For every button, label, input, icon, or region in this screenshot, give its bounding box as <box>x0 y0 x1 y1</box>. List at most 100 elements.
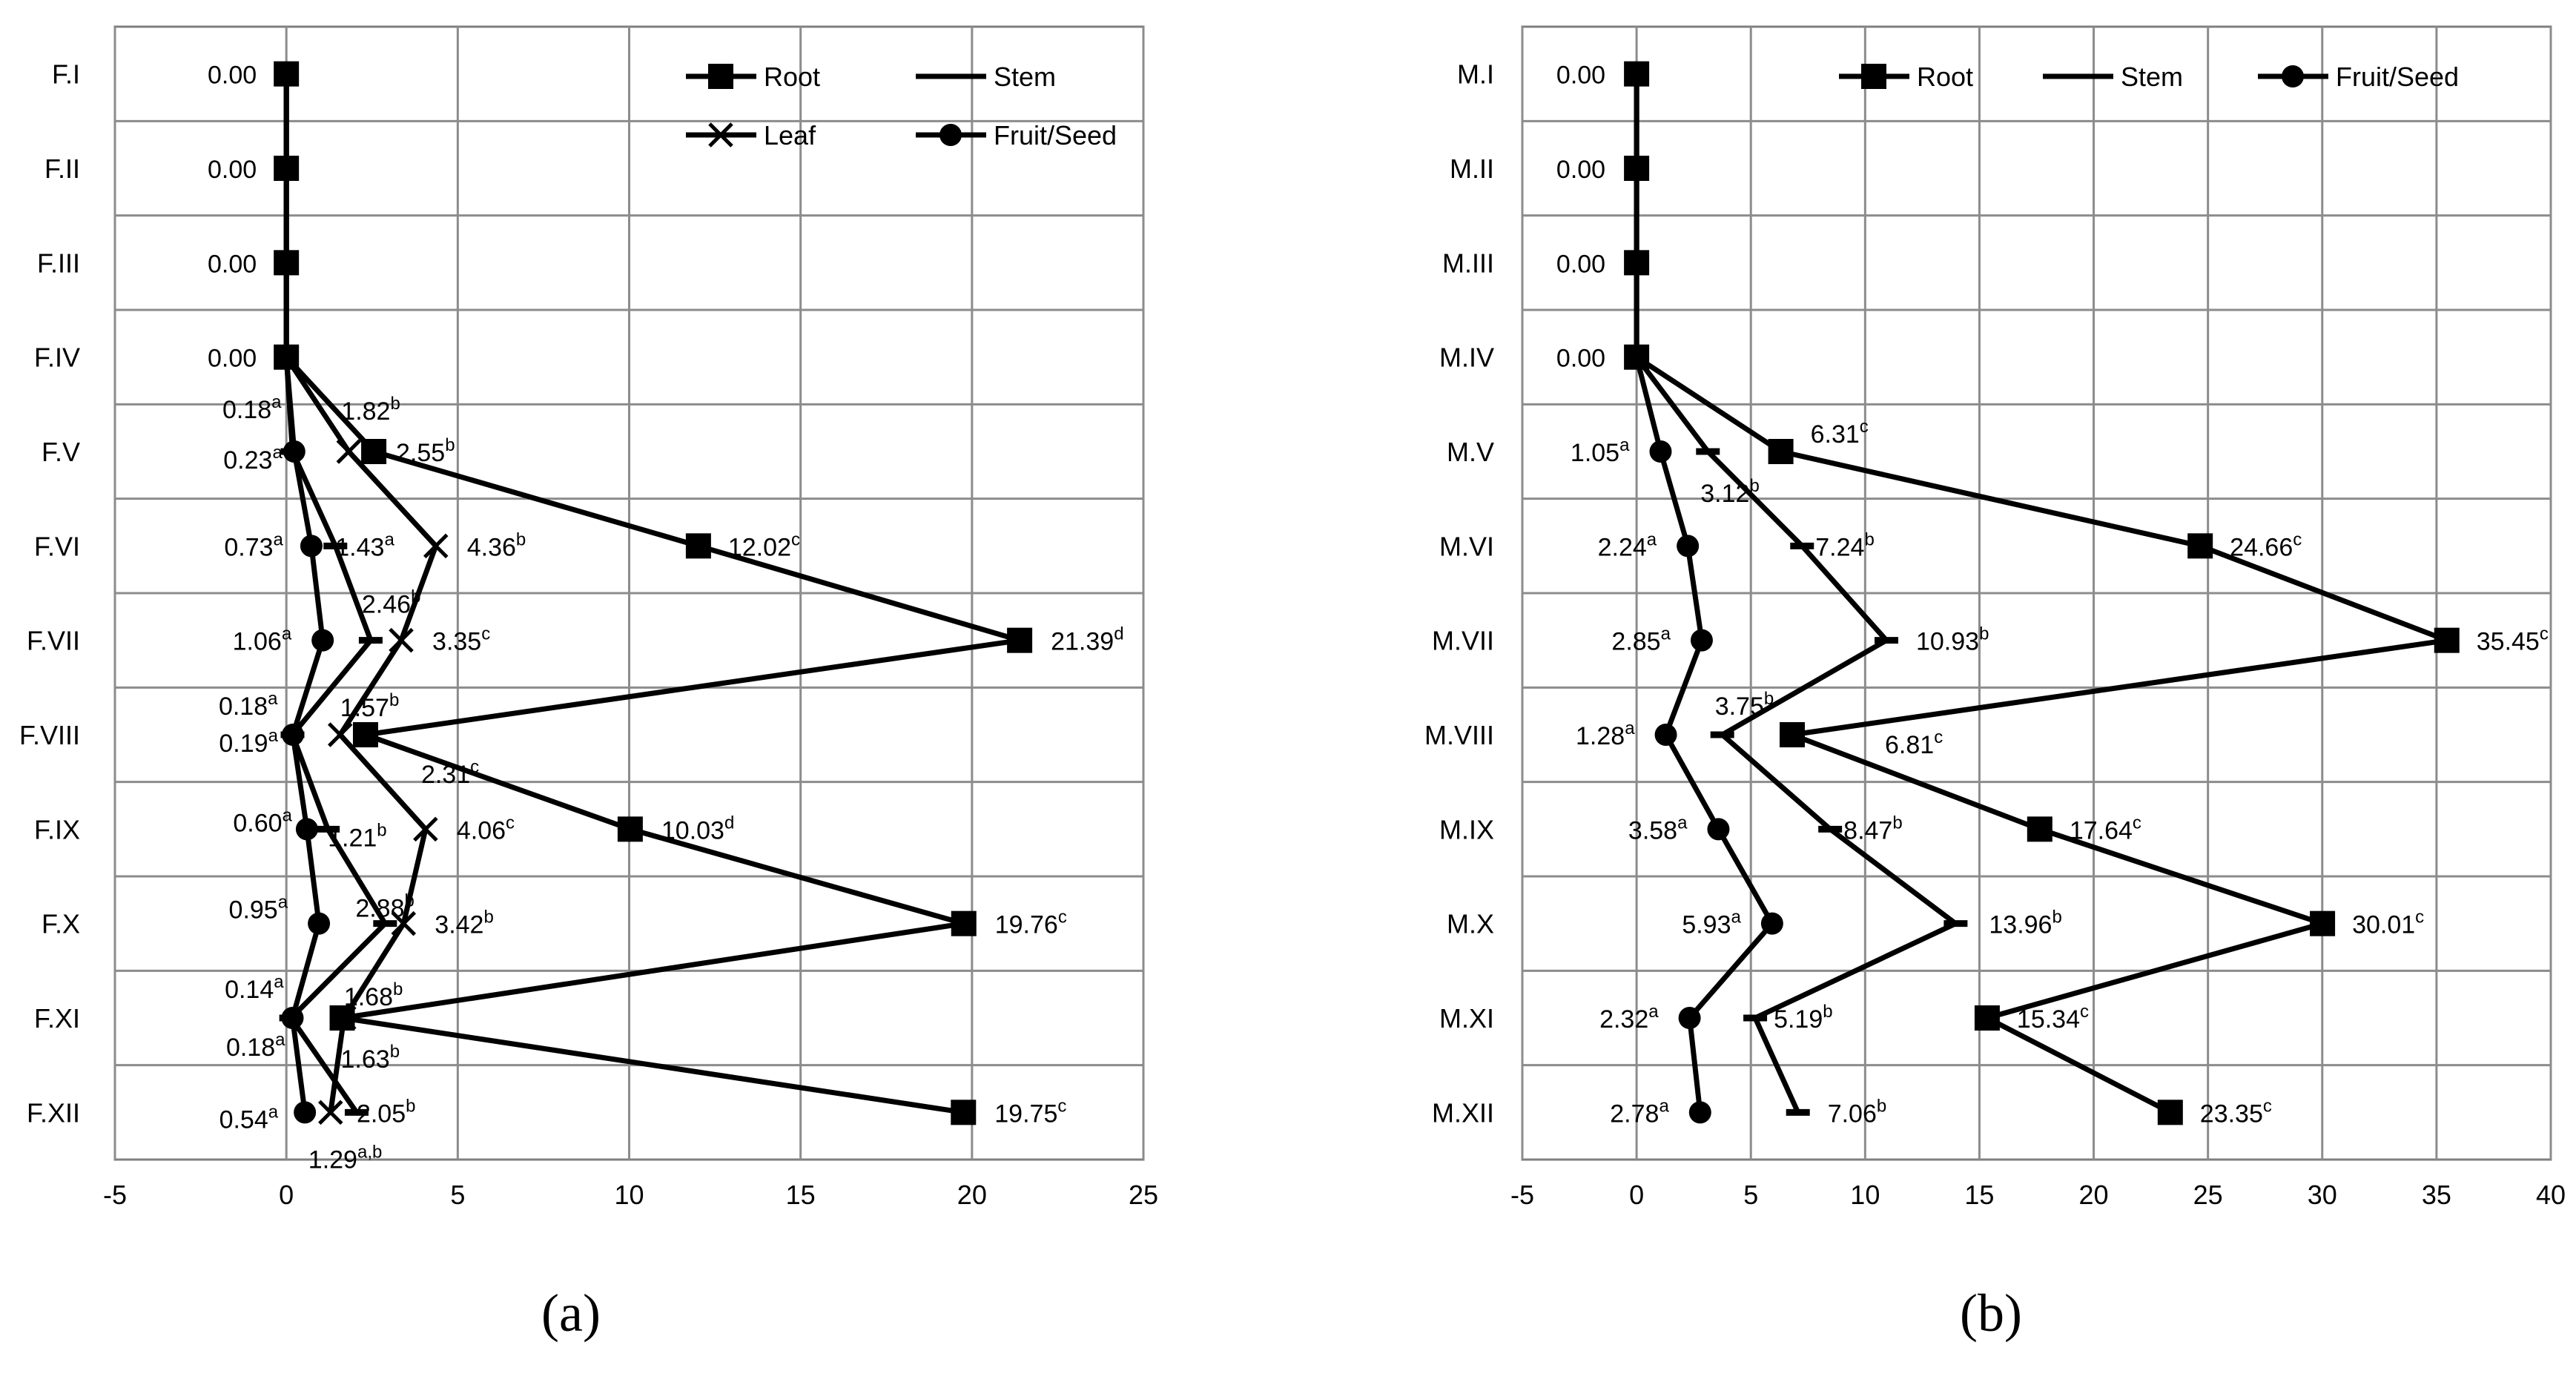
data-point-root <box>361 439 387 464</box>
data-label: 0.00 <box>208 156 257 184</box>
legend-item-root: Root <box>1839 62 1973 92</box>
legend-item-stem: Stem <box>916 62 1056 92</box>
data-label: 0.00 <box>1556 250 1605 278</box>
data-label: 0.73a <box>224 529 283 561</box>
category-label-m-v: M.V <box>1447 437 1494 467</box>
category-label-m-x: M.X <box>1447 909 1494 939</box>
category-label-f-v: F.V <box>42 437 80 467</box>
category-label-m-xi: M.XI <box>1439 1003 1494 1034</box>
data-point-fruit-seed <box>294 1101 317 1124</box>
legend-item-leaf: Leaf <box>686 120 816 151</box>
data-label: 1.57b <box>340 690 400 722</box>
data-label: 1.29a,b <box>308 1142 383 1174</box>
data-label: 13.96b <box>1989 907 2061 939</box>
category-label-m-vi: M.VI <box>1439 531 1494 561</box>
category-label-m-ii: M.II <box>1450 153 1494 184</box>
data-point-leaf <box>389 627 414 653</box>
category-label-f-x: F.X <box>42 909 80 939</box>
data-label: 8.47b <box>1843 813 1903 844</box>
legend-item-root: Root <box>686 62 820 92</box>
x-tick-label: 5 <box>1743 1180 1758 1210</box>
data-point-fruit-seed <box>281 724 304 746</box>
data-label: 0.60a <box>233 805 292 837</box>
data-point-fruit-seed <box>1654 724 1677 746</box>
data-label: 0.18a <box>222 392 282 424</box>
data-point-root <box>2310 910 2336 936</box>
data-point-fruit-seed <box>275 346 298 368</box>
data-label: 0.00 <box>1556 156 1605 184</box>
x-tick-label: 10 <box>614 1180 644 1210</box>
data-point-fruit-seed <box>1625 62 1648 85</box>
data-label: 4.06c <box>457 813 515 844</box>
data-point-root <box>2027 816 2052 842</box>
data-label: 17.64c <box>2070 813 2141 844</box>
data-label: 3.58a <box>1628 813 1688 844</box>
data-label: 5.19b <box>1774 1002 1833 1034</box>
category-label-f-vi: F.VI <box>34 531 80 561</box>
data-point-root <box>1780 722 1806 747</box>
data-point-fruit-seed <box>1690 629 1713 652</box>
data-point-fruit-seed <box>275 157 298 179</box>
x-tick-label: 20 <box>2079 1180 2109 1210</box>
category-label-m-viii: M.VIII <box>1424 720 1494 750</box>
data-label: 5.93a <box>1682 907 1741 939</box>
x-tick-label: 10 <box>1850 1180 1880 1210</box>
x-tick-label: -5 <box>1510 1180 1534 1210</box>
x-tick-label: 25 <box>1129 1180 1158 1210</box>
category-label-m-iv: M.IV <box>1439 343 1494 373</box>
data-label: 35.45c <box>2477 624 2549 656</box>
data-point-fruit-seed <box>1625 157 1648 179</box>
data-point-root <box>1007 627 1033 653</box>
data-point-root <box>685 533 711 559</box>
data-point-root <box>352 722 378 747</box>
category-label-f-vii: F.VII <box>27 626 80 656</box>
x-tick-label: 30 <box>2308 1180 2337 1210</box>
data-label: 0.95a <box>229 893 288 925</box>
data-point-fruit-seed <box>295 818 318 841</box>
legend-label: Stem <box>2121 62 2183 92</box>
data-point-root <box>1974 1005 2000 1031</box>
data-label: 0.00 <box>1556 62 1605 90</box>
data-label: 2.55b <box>396 435 455 467</box>
data-label: 7.06b <box>1828 1096 1887 1128</box>
data-label: 3.75b <box>1715 689 1774 721</box>
data-point-leaf <box>327 722 353 747</box>
data-label: 23.35c <box>2200 1096 2272 1128</box>
x-tick-label: 40 <box>2536 1180 2566 1210</box>
x-tick-label: 20 <box>957 1180 987 1210</box>
legend-label: Leaf <box>764 120 816 151</box>
data-point-leaf <box>331 1005 357 1031</box>
data-label: 1.05a <box>1571 435 1630 467</box>
data-point-root <box>951 910 977 936</box>
data-point-fruit-seed <box>308 912 331 935</box>
category-label-f-i: F.I <box>52 59 80 90</box>
category-label-f-iii: F.III <box>37 248 80 278</box>
data-label: 2.88b <box>355 891 415 923</box>
data-label: 12.02c <box>728 529 800 561</box>
legend-marker <box>939 124 962 146</box>
data-label: 2.78a <box>1610 1096 1669 1128</box>
panel-a-chart: -5 0 5 10 15 20 25 F.I F.II F.III F.IV F.V F.VI F.VII… <box>19 25 1158 1343</box>
data-point-fruit-seed <box>1625 251 1648 274</box>
data-point-fruit-seed <box>1649 440 1672 463</box>
category-label-f-ix: F.IX <box>34 814 80 844</box>
data-label: 2.24a <box>1598 529 1657 561</box>
category-label-f-xii: F.XII <box>27 1097 80 1128</box>
data-label: 1.21b <box>328 820 387 852</box>
panel-label: (a) <box>541 1283 601 1343</box>
data-label: 30.01c <box>2352 907 2424 939</box>
x-tick-label: 5 <box>450 1180 465 1210</box>
data-label: 0.00 <box>1556 345 1605 373</box>
data-label: 3.12b <box>1700 476 1760 508</box>
legend-label: Fruit/Seed <box>994 120 1117 151</box>
data-label: 0.18a <box>226 1030 285 1062</box>
data-label: 24.66c <box>2230 529 2302 561</box>
category-label-m-xii: M.XII <box>1432 1097 1494 1128</box>
legend-item-fruit-seed: Fruit/Seed <box>916 120 1117 151</box>
legend-label: Root <box>1917 62 1973 92</box>
data-point-leaf <box>336 439 362 464</box>
data-point-fruit-seed <box>283 440 306 463</box>
data-point-fruit-seed <box>1760 912 1783 935</box>
data-point-leaf <box>413 816 438 842</box>
